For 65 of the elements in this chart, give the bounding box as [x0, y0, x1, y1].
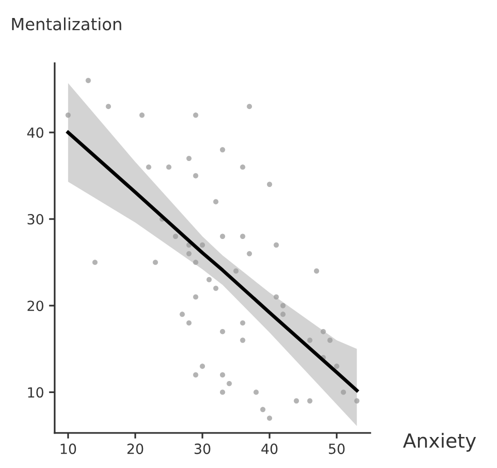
point [193, 173, 198, 178]
point [146, 164, 152, 170]
point [92, 260, 98, 265]
point [327, 338, 333, 343]
x-axis-title: Anxiety [403, 432, 476, 452]
point [260, 406, 266, 412]
point [240, 338, 246, 343]
point [246, 104, 252, 110]
point [213, 199, 218, 204]
point [193, 112, 198, 118]
y-tick-label: 40 [27, 127, 44, 138]
point [66, 112, 71, 118]
point [266, 182, 272, 187]
y-tick-label: 20 [28, 300, 44, 312]
point [266, 416, 272, 421]
point [354, 398, 360, 404]
point [139, 112, 145, 118]
point [240, 234, 246, 239]
point [320, 328, 326, 334]
x-tick-label: 20 [127, 444, 144, 454]
point [220, 372, 226, 378]
point [254, 390, 259, 395]
point [233, 268, 239, 274]
point [307, 398, 312, 404]
point [220, 147, 226, 152]
point [186, 251, 192, 256]
line-series [66, 130, 359, 392]
point [106, 104, 111, 110]
point [200, 364, 205, 369]
point [193, 294, 198, 300]
point [226, 380, 232, 386]
point [220, 328, 226, 334]
point [193, 260, 198, 265]
point [334, 364, 340, 369]
point [294, 398, 299, 404]
point [180, 312, 185, 317]
point [193, 372, 198, 378]
point [240, 164, 246, 170]
point [172, 234, 178, 239]
point [166, 164, 172, 170]
x-tick-label: 10 [60, 444, 76, 454]
point [240, 320, 246, 326]
point [152, 260, 158, 265]
point [314, 268, 320, 274]
point [206, 277, 212, 282]
x-tick-label: 50 [328, 444, 345, 454]
point [340, 390, 346, 395]
point [307, 338, 312, 343]
point [186, 320, 192, 326]
point [220, 234, 226, 239]
point [274, 294, 279, 300]
point [86, 78, 91, 84]
point [200, 242, 205, 248]
x-tick-label: 40 [261, 444, 278, 454]
point [280, 312, 286, 317]
y-tick-label: 30 [28, 214, 44, 225]
x-tick-label: 30 [194, 444, 210, 454]
y-tick-label: 10 [28, 387, 44, 398]
point [274, 242, 279, 248]
y-axis-title: Mentalization [12, 17, 122, 30]
point [213, 286, 218, 291]
point [186, 156, 192, 162]
point [220, 390, 226, 395]
point [280, 303, 286, 308]
point [246, 251, 252, 256]
